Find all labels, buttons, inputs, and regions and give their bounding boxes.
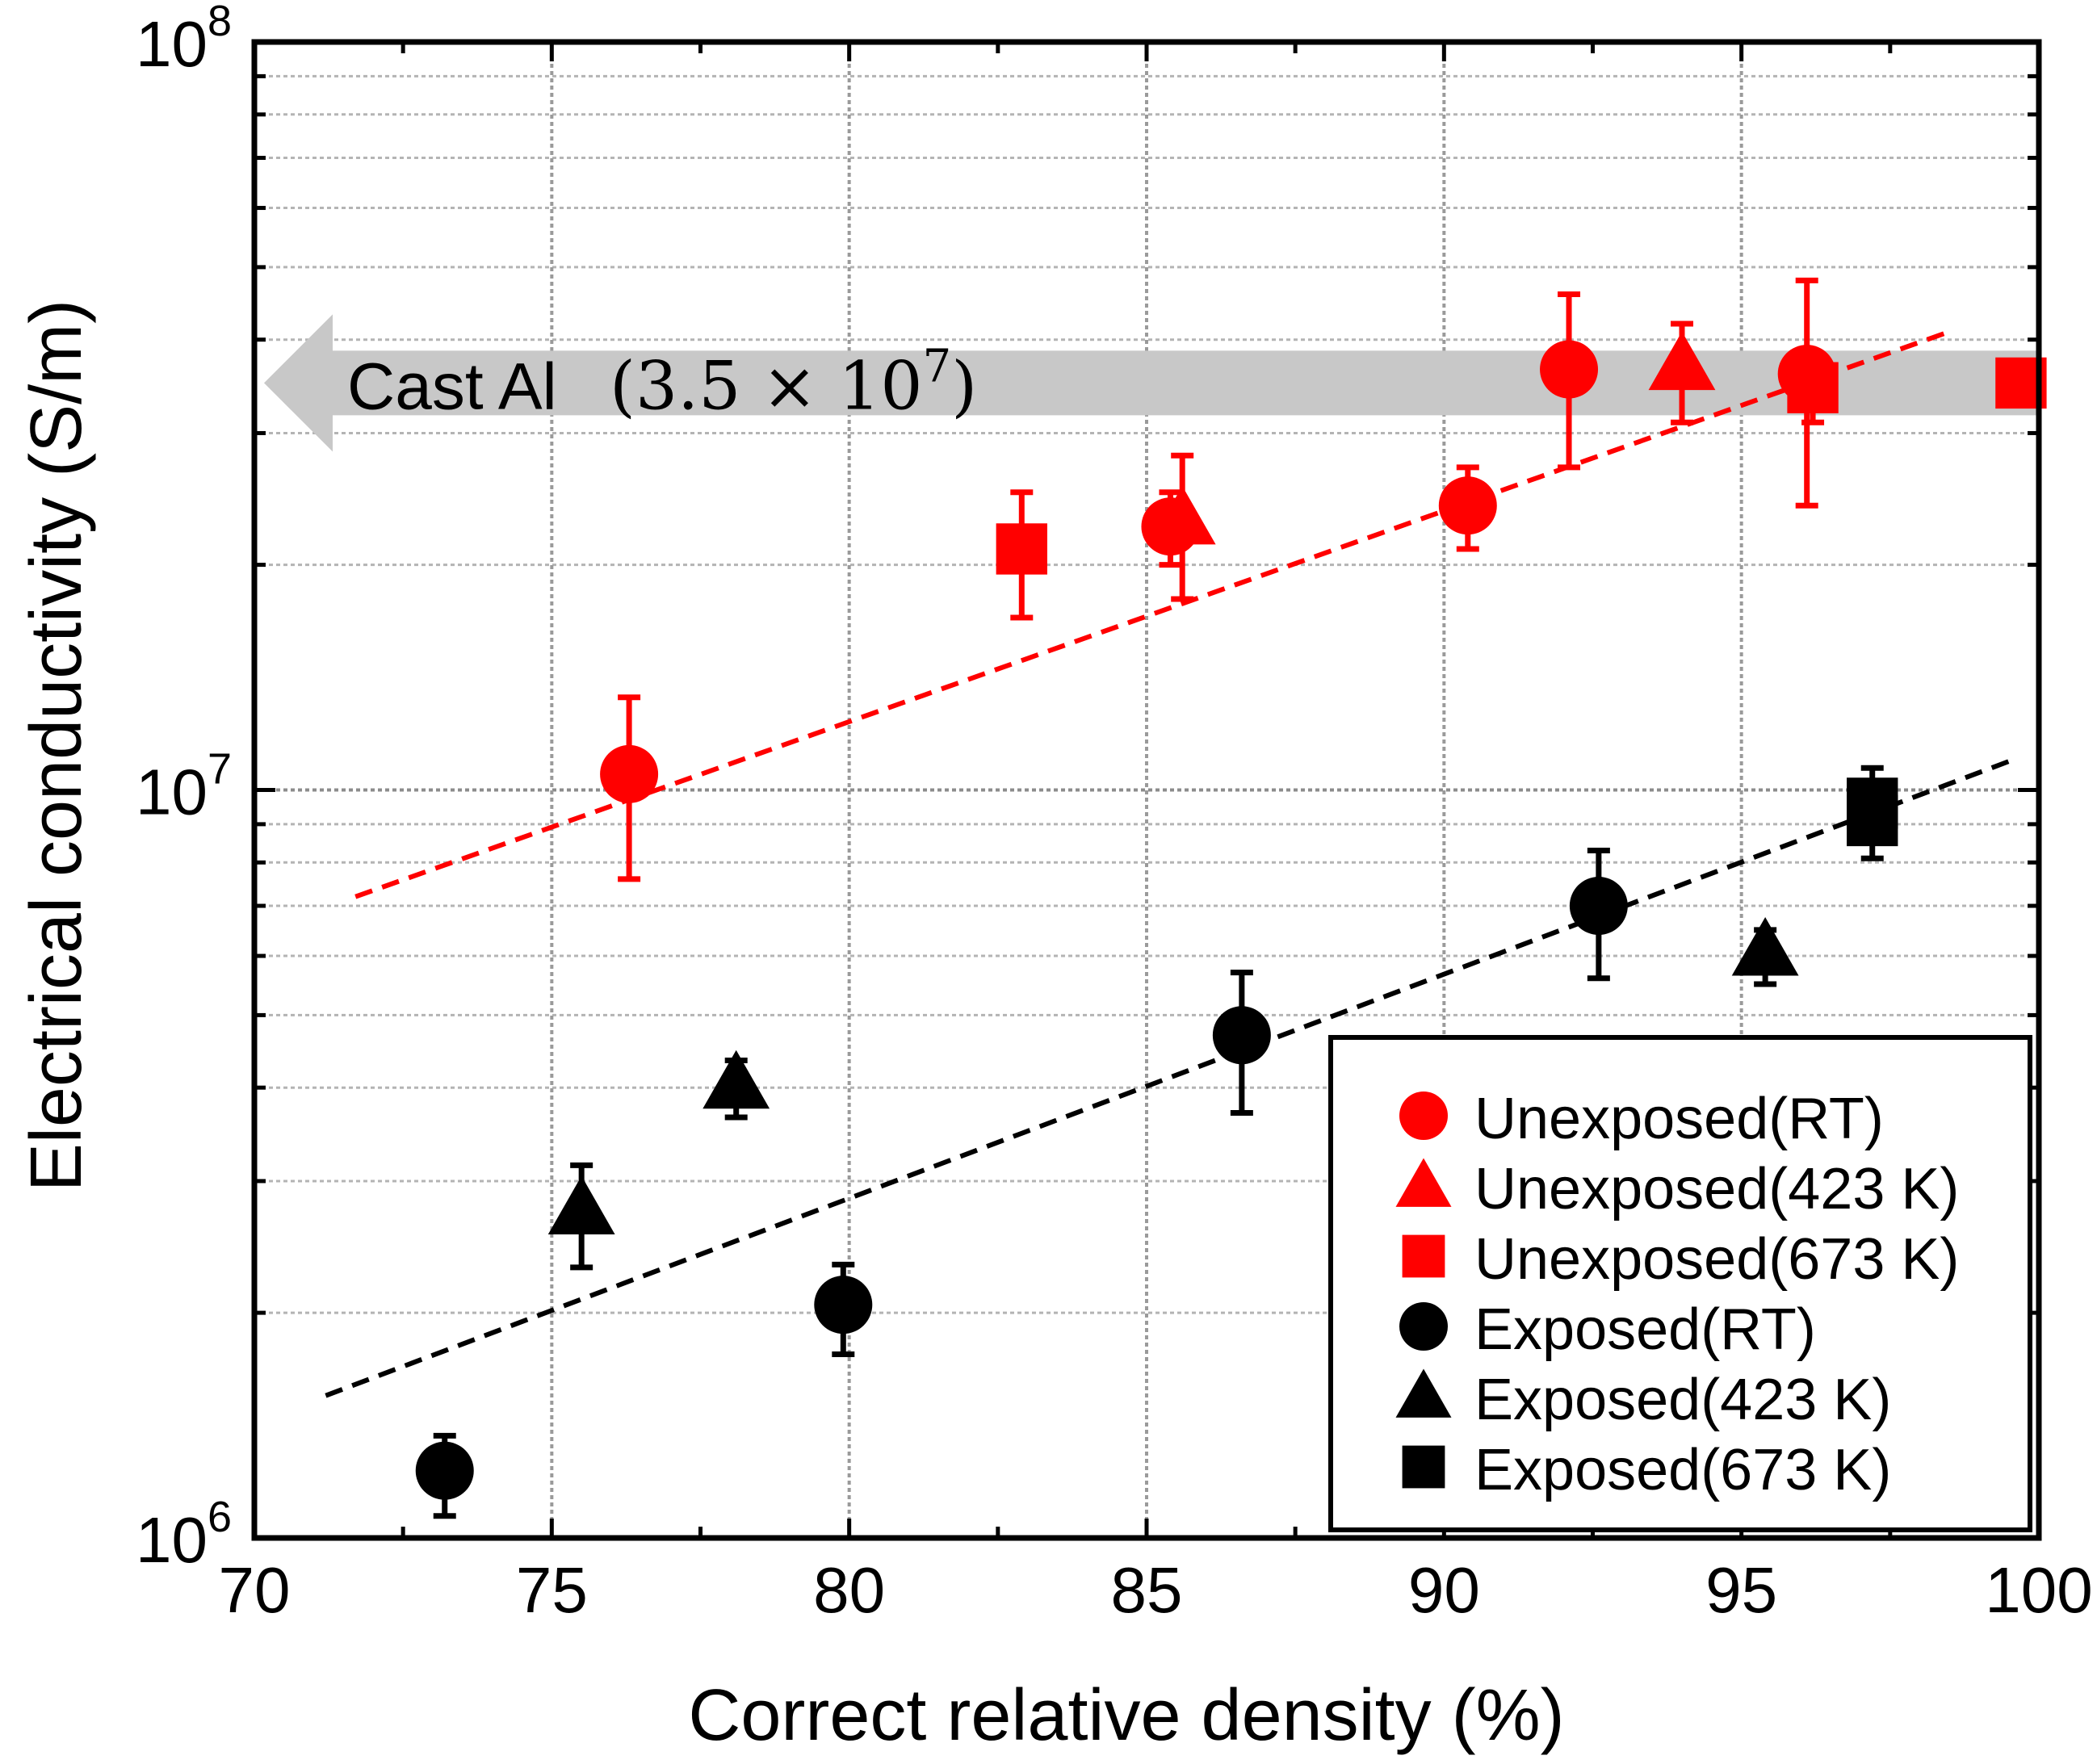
series-unexposed-673-k- <box>996 353 2047 621</box>
legend-label: Exposed(RT) <box>1474 1297 1816 1362</box>
legend-marker-square <box>1402 1234 1445 1278</box>
cast-al-label: Cast Al <box>347 350 557 423</box>
x-tick-label: 75 <box>516 1554 588 1626</box>
data-point-circle <box>415 1441 474 1500</box>
legend-entry: Unexposed(RT) <box>1399 1087 1884 1151</box>
data-point-triangle <box>1648 331 1716 391</box>
x-axis-label: Correct relative density (%) <box>688 1675 1564 1756</box>
y-tick-label: 108 <box>136 0 232 80</box>
x-tick-label: 70 <box>219 1554 291 1626</box>
legend-entry: Unexposed(423 K) <box>1395 1157 1959 1221</box>
legend-entry: Exposed(673 K) <box>1402 1438 1891 1502</box>
legend-entry: Unexposed(673 K) <box>1402 1227 1959 1292</box>
legend-label: Unexposed(673 K) <box>1474 1227 1959 1292</box>
legend-label: Exposed(673 K) <box>1474 1438 1891 1502</box>
cast-al-arrow <box>264 314 2039 452</box>
legend-marker-triangle <box>1395 1158 1452 1207</box>
cast-al-value: (3.5 × 107) <box>610 340 977 425</box>
legend-marker-circle <box>1399 1092 1448 1140</box>
series-exposed-423-k- <box>547 916 1799 1271</box>
legend-marker-circle <box>1399 1302 1448 1351</box>
data-point-circle <box>1212 1006 1271 1065</box>
x-tick-label: 100 <box>1985 1554 2092 1626</box>
data-point-triangle <box>1731 916 1799 976</box>
cast-al-annotation: Cast Al (3.5 × 107) <box>264 314 2039 452</box>
data-series <box>415 277 2047 1519</box>
x-axis: 70 75 80 85 90 95 100 Correct relative density … <box>219 42 2093 1756</box>
legend-label: Unexposed(423 K) <box>1474 1157 1959 1221</box>
legend-entry: Exposed(423 K) <box>1395 1368 1891 1432</box>
x-tick-label: 90 <box>1408 1554 1480 1626</box>
exposed-fit-line <box>325 756 2016 1398</box>
y-axis-label: Electrical conductivity (S/m) <box>16 300 97 1192</box>
y-tick-label: 106 <box>136 1493 232 1576</box>
x-tick-label: 80 <box>813 1554 885 1626</box>
x-tick-label: 85 <box>1111 1554 1183 1626</box>
series-exposed-673-k- <box>1847 765 1898 861</box>
legend-marker-triangle <box>1395 1368 1452 1418</box>
data-point-triangle <box>702 1050 770 1109</box>
data-point-circle <box>600 744 659 803</box>
data-point-triangle <box>547 1175 615 1235</box>
data-point-square <box>1847 777 1898 829</box>
y-tick-label: 107 <box>136 745 232 828</box>
data-point-square <box>1787 362 1839 413</box>
data-point-square <box>996 523 1047 575</box>
legend-entry: Exposed(RT) <box>1399 1297 1816 1362</box>
y-axis: 106 107 108 Electrical conductivity (S/m) <box>16 0 2039 1576</box>
series-unexposed-423-k- <box>1148 321 1716 602</box>
legend: Unexposed(RT)Unexposed(423 K)Unexposed(6… <box>1328 1035 2032 1532</box>
data-point-circle <box>1540 340 1599 399</box>
series-exposed-rt- <box>415 847 1628 1519</box>
data-point-circle <box>1438 476 1497 535</box>
data-point-triangle <box>1148 485 1216 545</box>
legend-label: Exposed(423 K) <box>1474 1368 1891 1432</box>
data-point-circle <box>814 1276 873 1335</box>
legend-label: Unexposed(RT) <box>1474 1087 1884 1151</box>
x-tick-label: 95 <box>1705 1554 1777 1626</box>
fit-lines <box>325 329 2016 1398</box>
grid <box>254 42 2039 1538</box>
legend-marker-square <box>1402 1445 1445 1489</box>
data-point-circle <box>1569 877 1628 936</box>
unexposed-fit-line <box>354 329 1951 899</box>
